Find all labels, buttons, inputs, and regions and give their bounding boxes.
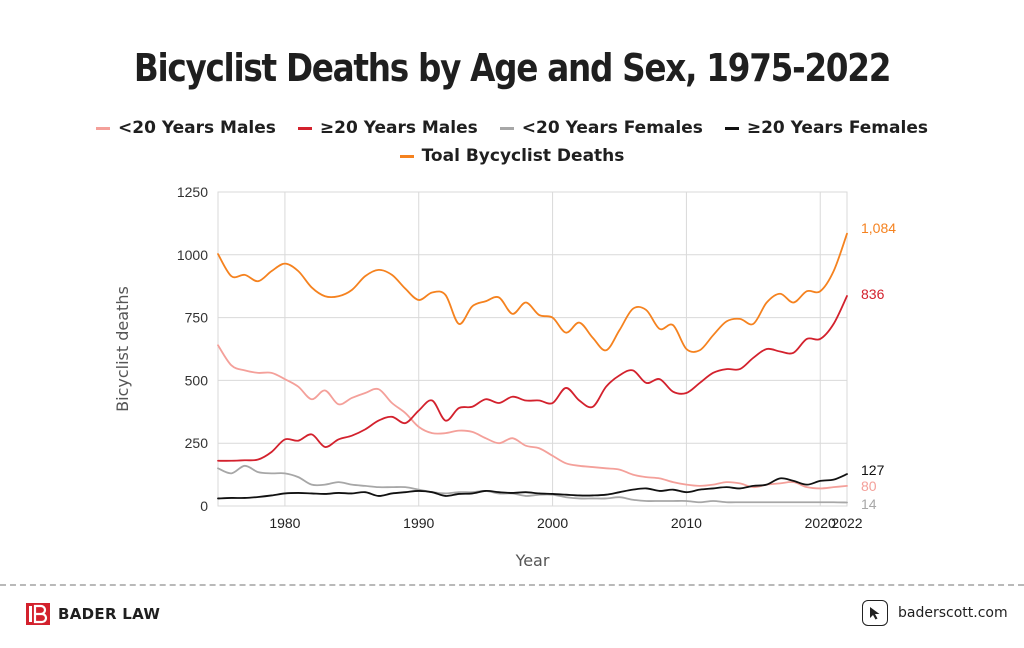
legend-row-1: <20 Years Males ≥20 Years Males <20 Year… <box>0 114 1024 142</box>
end-value-label-1: 836 <box>861 286 885 302</box>
y-tick-label-3: 750 <box>185 310 209 326</box>
x-axis-title: Year <box>515 551 550 570</box>
end-value-label-0: 80 <box>861 478 877 494</box>
series-line-0 <box>217 344 848 490</box>
website-url[interactable]: baderscott.com <box>898 605 1008 621</box>
legend-item-2: <20 Years Females <box>499 118 703 138</box>
series-line-2 <box>217 464 848 504</box>
y-tick-label-4: 1000 <box>177 247 208 263</box>
legend-item-1: ≥20 Years Males <box>297 118 478 138</box>
legend-label-2: <20 Years Females <box>521 118 703 138</box>
legend-swatch-2 <box>499 126 514 130</box>
end-value-label-3: 127 <box>861 462 885 478</box>
x-tick-label-4: 2020 <box>805 515 836 531</box>
y-tick-label-2: 500 <box>185 372 209 388</box>
legend-swatch-4 <box>399 154 414 158</box>
legend-swatch-1 <box>297 126 312 130</box>
legend-label-1: ≥20 Years Males <box>319 118 478 138</box>
legend-swatch-3 <box>724 126 739 130</box>
legend-item-4: Toal Bycyclist Deaths <box>399 146 625 166</box>
x-tick-label-3: 2010 <box>671 515 702 531</box>
series-line-1 <box>217 295 848 462</box>
legend-item-3: ≥20 Years Females <box>724 118 928 138</box>
cursor-icon <box>862 600 888 626</box>
y-tick-label-0: 0 <box>200 498 208 514</box>
legend-row-2: Toal Bycyclist Deaths <box>0 142 1024 170</box>
legend-label-0: <20 Years Males <box>118 118 276 138</box>
bader-law-logo-icon <box>26 603 50 625</box>
brand: BADER LAW <box>26 603 160 625</box>
brand-name: BADER LAW <box>58 605 161 623</box>
series-line-4 <box>217 232 848 353</box>
end-value-label-2: 14 <box>861 496 877 512</box>
legend-label-4: Toal Bycyclist Deaths <box>421 146 625 166</box>
plot-frame <box>217 191 848 507</box>
legend-label-3: ≥20 Years Females <box>746 118 928 138</box>
y-tick-label-1: 250 <box>185 435 209 451</box>
legend: <20 Years Males ≥20 Years Males <20 Year… <box>0 114 1024 170</box>
website-link[interactable]: baderscott.com <box>862 600 1008 626</box>
x-tick-label-5: 2022 <box>831 515 862 531</box>
x-tick-label-0: 1980 <box>269 515 300 531</box>
line-chart: 0 250 500 750 1000 1250 1980 1990 2000 2010 202020… <box>113 184 896 570</box>
legend-item-0: <20 Years Males <box>96 118 276 138</box>
x-tick-label-2: 2000 <box>537 515 568 531</box>
legend-swatch-0 <box>96 126 111 130</box>
series-line-3 <box>217 473 848 500</box>
y-tick-label-5: 1250 <box>177 184 208 200</box>
x-tick-label-1: 1990 <box>403 515 434 531</box>
end-value-label-4: 1,084 <box>861 220 896 236</box>
chart-title: Bicyclist Deaths by Age and Sex, 1975-20… <box>133 46 892 90</box>
footer-divider <box>0 584 1024 586</box>
y-axis-title: Bicyclist deaths <box>113 286 132 412</box>
